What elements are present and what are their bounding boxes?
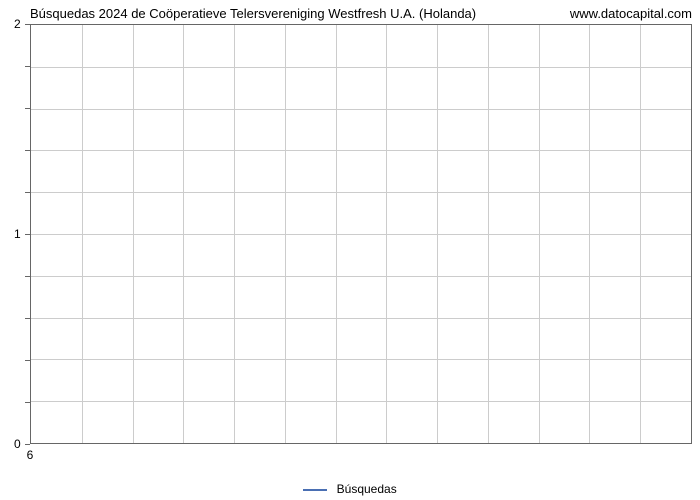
x-tick-label: 6 xyxy=(27,448,34,462)
y-tick-label: 1 xyxy=(14,227,21,241)
y-tick-label: 2 xyxy=(14,17,21,31)
grid-horizontal xyxy=(31,67,691,68)
y-minor-tick xyxy=(25,234,30,235)
chart-legend: Búsquedas xyxy=(0,482,700,496)
grid-horizontal xyxy=(31,276,691,277)
legend-label: Búsquedas xyxy=(337,482,397,496)
grid-horizontal xyxy=(31,150,691,151)
y-minor-tick xyxy=(25,24,30,25)
grid-horizontal xyxy=(31,192,691,193)
y-minor-tick xyxy=(25,402,30,403)
chart-plot-area xyxy=(30,24,692,444)
grid-horizontal xyxy=(31,359,691,360)
chart-title: Búsquedas 2024 de Coöperatieve Telersver… xyxy=(30,6,476,21)
y-minor-tick xyxy=(25,192,30,193)
y-minor-tick xyxy=(25,150,30,151)
y-minor-tick xyxy=(25,66,30,67)
grid-horizontal xyxy=(31,401,691,402)
y-minor-tick xyxy=(25,318,30,319)
y-minor-tick xyxy=(25,276,30,277)
y-tick-label: 0 xyxy=(14,437,21,451)
grid-horizontal xyxy=(31,109,691,110)
y-minor-tick xyxy=(25,444,30,445)
grid-horizontal xyxy=(31,234,691,235)
watermark: www.datocapital.com xyxy=(570,6,692,21)
y-minor-tick xyxy=(25,108,30,109)
legend-line-icon xyxy=(303,489,327,491)
y-minor-tick xyxy=(25,360,30,361)
grid-horizontal xyxy=(31,318,691,319)
